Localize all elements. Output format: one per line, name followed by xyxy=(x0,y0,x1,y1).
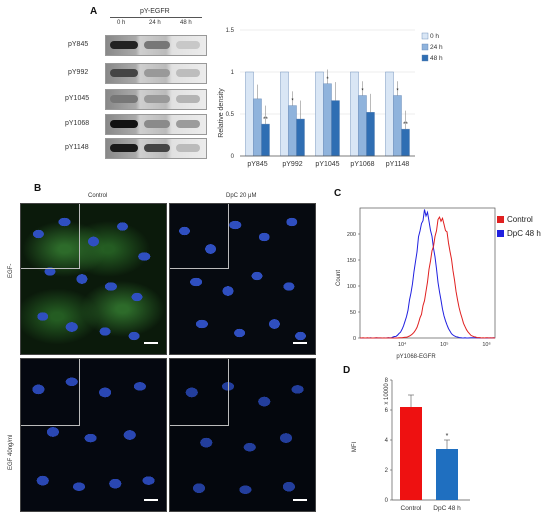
chart-d-ytick: 8 xyxy=(385,378,389,384)
chart-d-ytick: 4 xyxy=(385,438,389,444)
chart-c-xtick: 10⁶ xyxy=(482,341,490,348)
chart-a-ytick: 1.5 xyxy=(226,28,235,34)
chart-d-ytick: 0 xyxy=(385,498,389,504)
chart-a-bar xyxy=(280,71,289,157)
histogram-control xyxy=(359,215,496,339)
timepoint-0h: 0 h xyxy=(117,20,126,26)
chart-c-frame xyxy=(359,207,496,339)
blot-row-pY992 xyxy=(105,63,207,84)
chart-d-bar xyxy=(400,407,422,500)
chart-a-bar xyxy=(385,71,394,157)
chart-d-ylabel: MFI xyxy=(352,442,358,453)
chart-a-legend-swatch xyxy=(421,43,429,51)
chart-d-bar xyxy=(436,449,458,500)
chart-c-legend-swatch xyxy=(497,216,504,223)
chart-a-ytick: 0.5 xyxy=(226,112,235,118)
blot-row-pY1045 xyxy=(105,89,207,110)
panel-c-label: C xyxy=(334,188,342,199)
chart-a-ytick: 1 xyxy=(231,70,235,76)
chart-d-sig: * xyxy=(446,433,449,440)
blot-row-label-pY992: pY992 xyxy=(68,69,89,76)
timepoint-24h: 24 h xyxy=(149,20,161,26)
chart-a-sig: * xyxy=(396,89,399,95)
chart-a-bar xyxy=(323,83,332,157)
chart-a-sig: * xyxy=(326,77,329,83)
chart-a-bar xyxy=(366,112,375,157)
chart-a-bar xyxy=(253,98,262,157)
chart-a-xtick: pY845 xyxy=(247,161,267,168)
chart-c-xtick: 10⁴ xyxy=(398,341,407,348)
blot-row-label-pY845: pY845 xyxy=(68,41,89,48)
chart-a-sig: ** xyxy=(263,117,268,123)
micrograph-dpc-egf-minus xyxy=(169,203,316,355)
blot-row-pY1068 xyxy=(105,114,207,135)
chart-a-sig: * xyxy=(291,99,294,105)
blot-title-line xyxy=(110,17,202,18)
chart-a-bar xyxy=(331,100,340,157)
chart-c-ytick: 200 xyxy=(347,232,356,238)
chart-a-xtick: pY992 xyxy=(282,161,302,168)
col-label-control: Control xyxy=(88,193,108,199)
chart-a-ylabel: Relative density xyxy=(218,88,225,138)
blot-title: pY-EGFR xyxy=(140,8,170,15)
chart-c-xlabel: pY1068-EGFR xyxy=(396,354,436,360)
panel-a-label: A xyxy=(90,6,98,17)
chart-a-xtick: pY1045 xyxy=(315,161,339,168)
chart-c-ylabel: Count xyxy=(336,270,342,286)
chart-a-bar xyxy=(358,95,367,157)
chart-a-bar xyxy=(401,128,410,157)
row-label-egf-40: EGF 40ng/ml xyxy=(8,434,14,470)
blot-row-pY1148 xyxy=(105,138,207,159)
chart-a-bar xyxy=(350,71,359,157)
chart-a-xtick: pY1068 xyxy=(350,161,374,168)
chart-a-legend-label: 24 h xyxy=(430,44,443,51)
panel-b-label: B xyxy=(34,183,42,194)
row-label-egf-minus: EGF- xyxy=(8,263,14,278)
chart-c-legend-swatch xyxy=(497,230,504,237)
chart-a-sig: ** xyxy=(403,122,408,128)
chart-c-legend-label: DpC 48 h xyxy=(507,229,541,238)
blot-row-label-pY1068: pY1068 xyxy=(65,120,90,127)
chart-a-sig: * xyxy=(361,89,364,95)
chart-a-legend-label: 48 h xyxy=(430,55,443,62)
chart-d: 0 2 4 6 8 Control DpC 48 h * MFI x 10000 xyxy=(352,378,470,512)
micrograph-control-egf-minus xyxy=(20,203,167,355)
chart-c-ytick: 50 xyxy=(350,310,356,316)
chart-d-scale-label: x 10000 xyxy=(384,383,390,405)
chart-d-xtick: Control xyxy=(401,505,423,512)
chart-a-legend-swatch xyxy=(421,54,429,62)
chart-a-bar xyxy=(296,118,305,157)
chart-c-legend-label: Control xyxy=(507,215,533,224)
chart-d-ytick: 2 xyxy=(385,468,389,474)
chart-c-xtick: 10⁵ xyxy=(440,341,448,348)
chart-a-bar xyxy=(315,71,324,157)
timepoint-48h: 48 h xyxy=(180,20,192,26)
chart-a-legend-label: 0 h xyxy=(430,33,439,40)
micrograph-dpc-egf-40 xyxy=(169,358,316,512)
col-label-dpc: DpC 20 μM xyxy=(226,193,257,199)
blot-row-label-pY1045: pY1045 xyxy=(65,95,90,102)
histogram-dpc-48h xyxy=(360,209,496,339)
chart-c-ytick: 150 xyxy=(347,258,356,264)
chart-d-xtick: DpC 48 h xyxy=(433,505,461,512)
chart-c-ytick: 100 xyxy=(347,284,356,290)
blot-row-pY845 xyxy=(105,35,207,56)
chart-a-ytick: 0 xyxy=(231,154,235,160)
blot-row-label-pY1148: pY1148 xyxy=(65,144,89,151)
panel-d-label: D xyxy=(343,365,351,376)
chart-a-legend-swatch xyxy=(421,32,429,40)
chart-c-ytick: 0 xyxy=(353,336,356,342)
chart-a-bar xyxy=(393,95,402,157)
micrograph-control-egf-40 xyxy=(20,358,167,512)
chart-a-bar xyxy=(288,105,297,157)
chart-a-bar xyxy=(261,123,270,157)
chart-a-xtick: pY1148 xyxy=(386,161,410,168)
chart-d-ytick: 6 xyxy=(385,408,389,414)
chart-a-bar xyxy=(245,71,254,157)
